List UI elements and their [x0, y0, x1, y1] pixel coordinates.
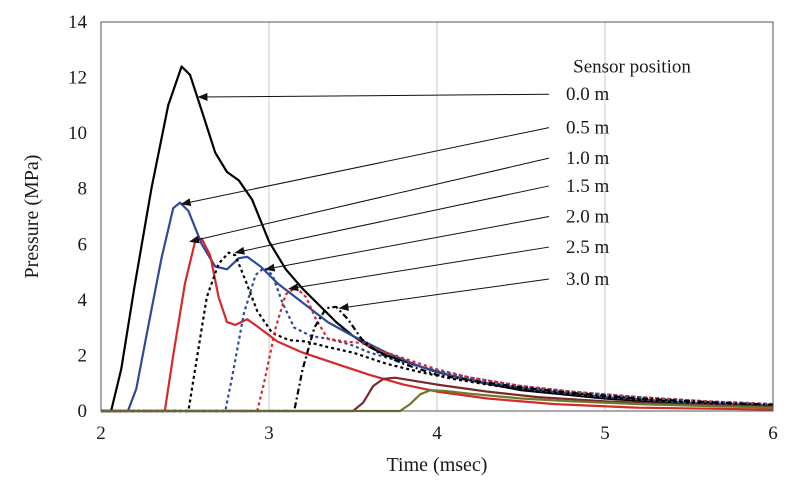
series-line-3-0m [101, 305, 774, 413]
legend-arrow [338, 278, 550, 311]
legend-label-2-0m: 2.0 m [566, 207, 610, 228]
legend-arrow [234, 185, 550, 255]
series-lines [101, 65, 774, 413]
x-axis-label: Time (msec) [387, 454, 488, 476]
y-axis-label: Pressure (MPa) [21, 155, 43, 279]
legend-label-3-0m: 3.0 m [566, 269, 610, 290]
legend-label-1-0m: 1.0 m [566, 148, 610, 169]
legend-label-0-0m: 0.0 m [566, 84, 610, 105]
legend-arrow [197, 92, 550, 101]
y-tick-label: 10 [68, 123, 87, 144]
series-line-0-5m [101, 201, 774, 413]
legend-arrow [180, 127, 550, 207]
sensor-legend: Sensor position 0.0 m 0.5 m 1.0 m 1.5 m 2.0 m… [180, 56, 691, 311]
series-line-1-5m [101, 251, 774, 413]
y-tick-label: 4 [78, 290, 88, 311]
x-tick-label: 2 [96, 423, 106, 444]
vertical-gridlines [268, 22, 606, 411]
legend-title: Sensor position [573, 56, 691, 77]
y-tick-label: 8 [78, 179, 88, 200]
series-line-extra-7 [101, 376, 774, 413]
series-line-2-5m [101, 286, 774, 413]
x-tick-label: 6 [768, 423, 778, 444]
legend-arrow [189, 157, 550, 244]
x-tick-label: 5 [600, 423, 610, 444]
y-tick-label: 6 [78, 234, 88, 255]
legend-label-0-5m: 0.5 m [566, 118, 610, 139]
x-tick-label: 3 [264, 423, 274, 444]
legend-arrow [264, 216, 550, 272]
legend-label-2-5m: 2.5 m [566, 237, 610, 258]
x-tick-label: 4 [432, 423, 442, 444]
series-line-extra-8 [101, 389, 774, 413]
y-tick-label: 12 [68, 68, 87, 89]
y-tick-label: 2 [78, 345, 88, 366]
series-line-1-0m [101, 237, 774, 413]
legend-arrow [288, 246, 550, 292]
legend-label-1-5m: 1.5 m [566, 176, 610, 197]
y-tick-label: 14 [68, 12, 88, 33]
plot-area-frame [100, 21, 774, 412]
y-tick-label: 0 [78, 401, 88, 422]
